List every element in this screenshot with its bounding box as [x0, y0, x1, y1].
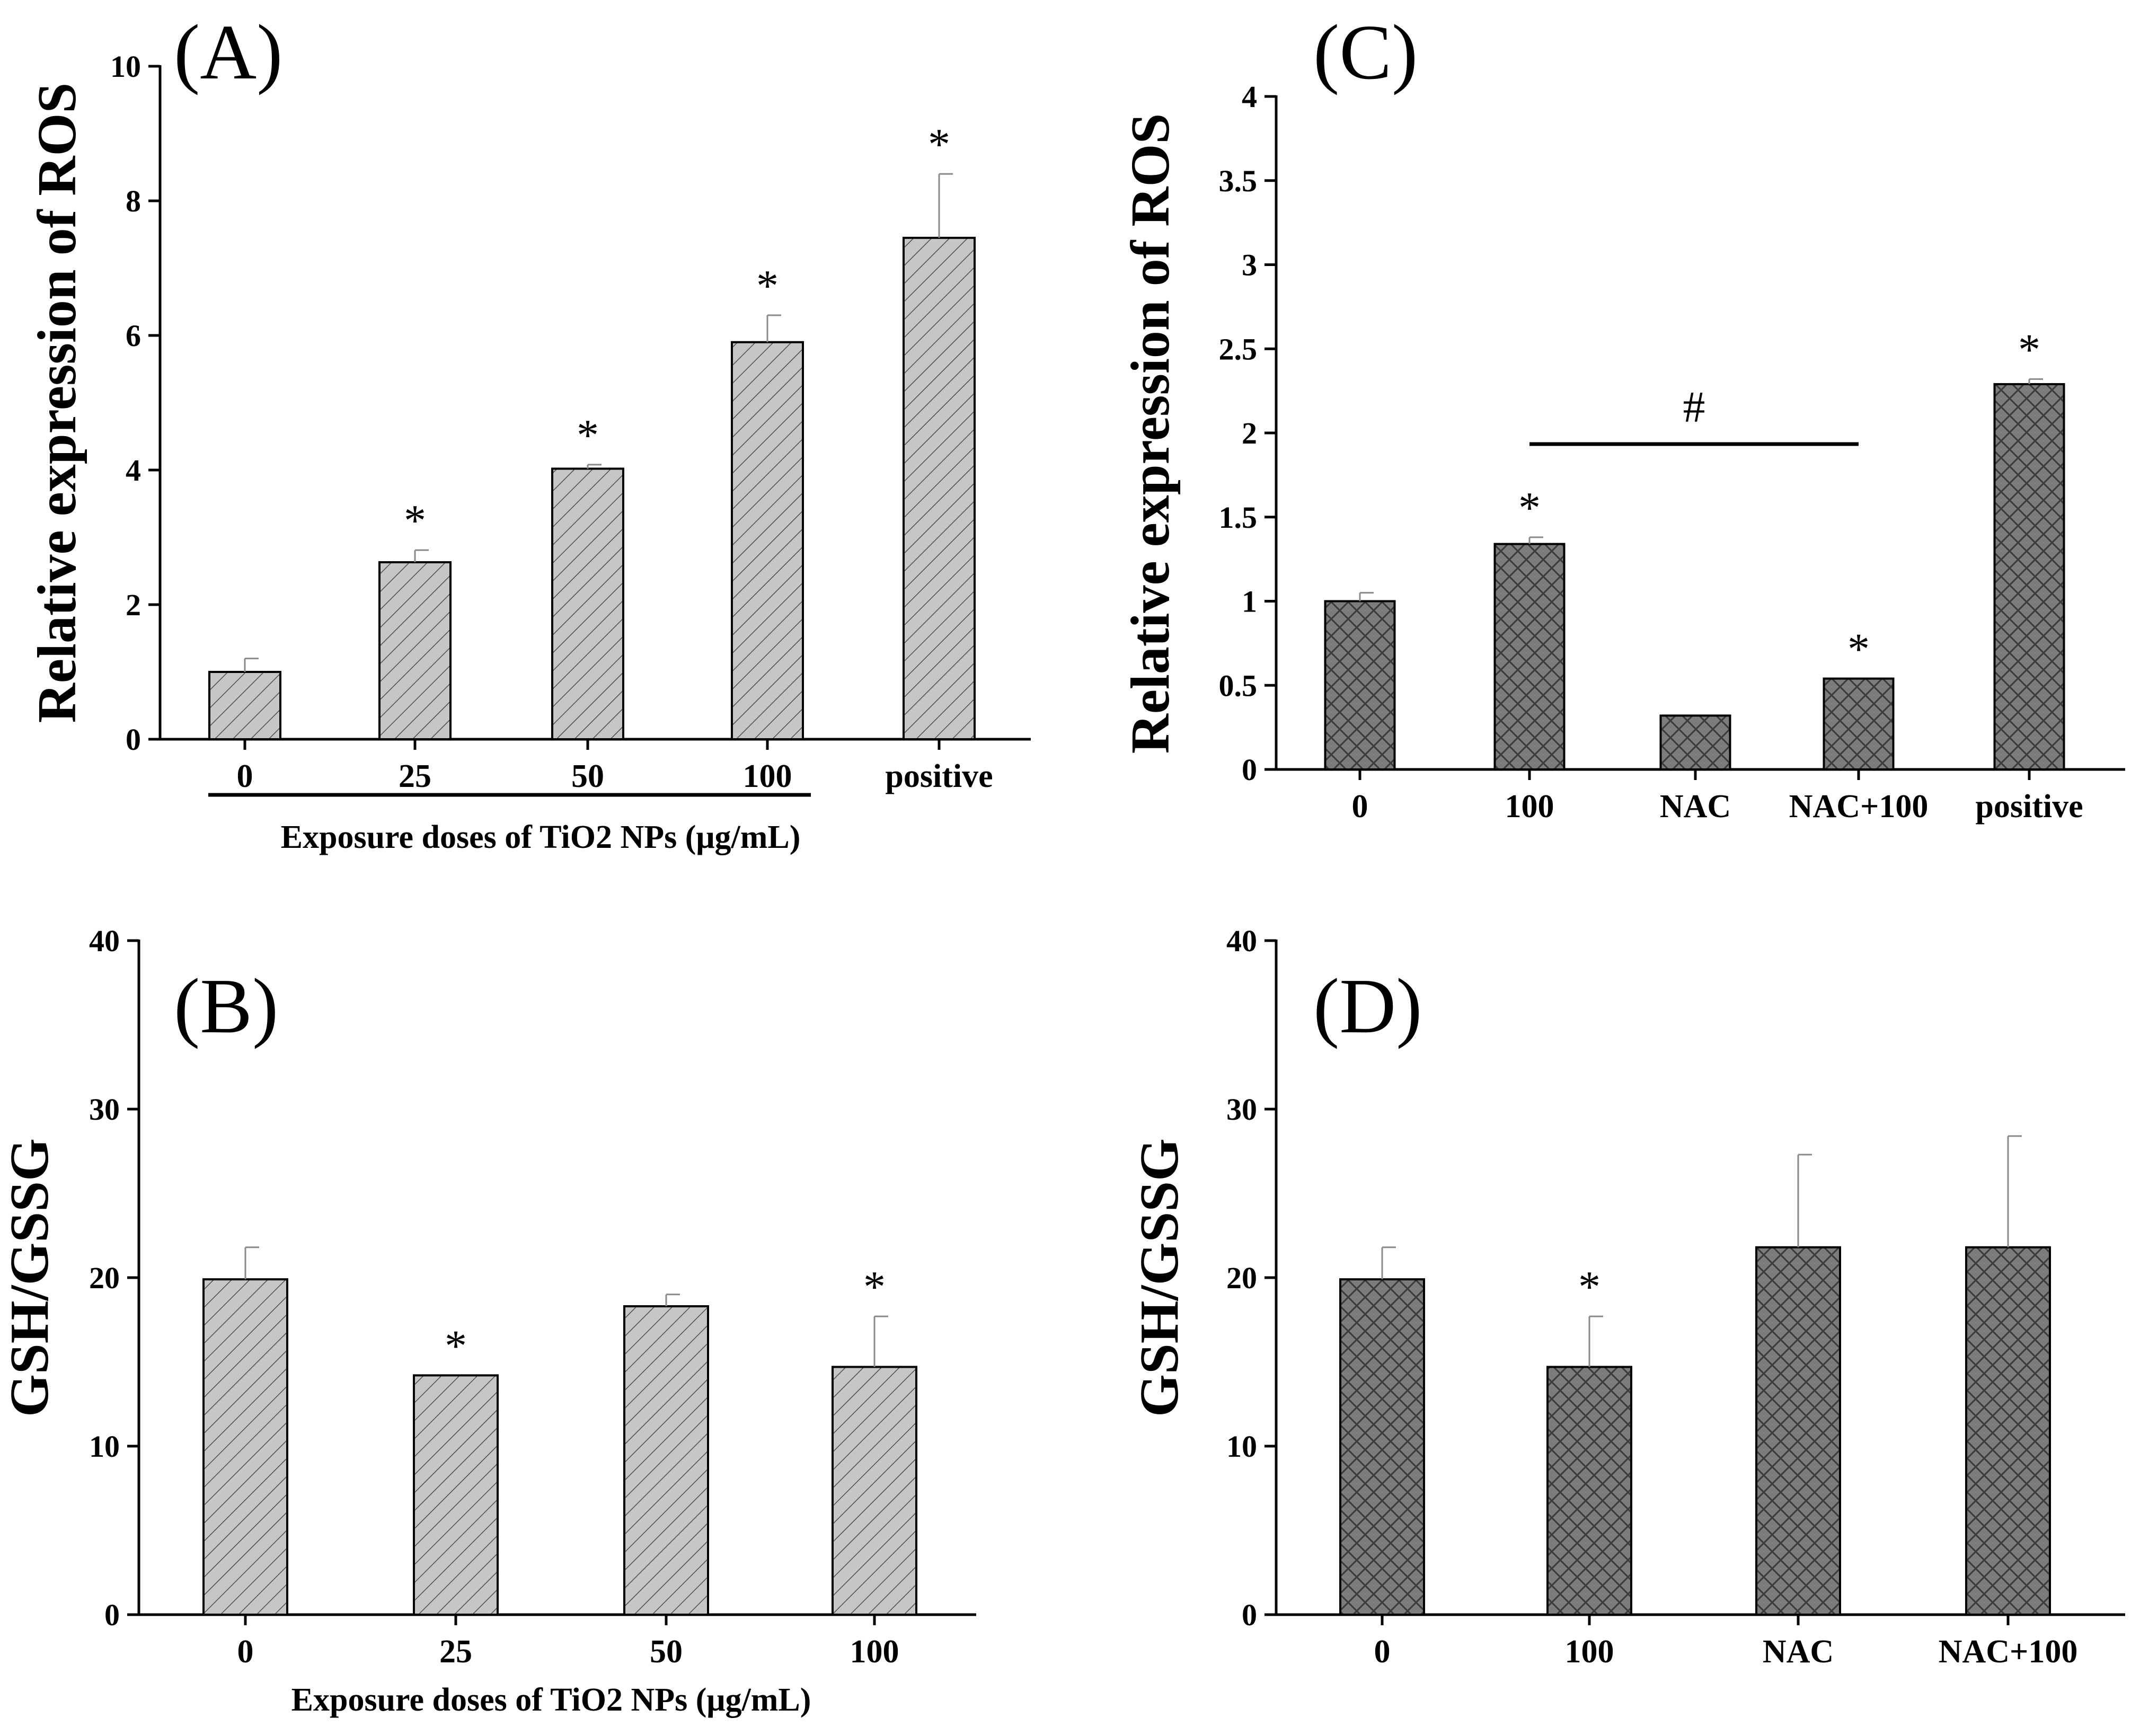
- y-tick-label: 20: [89, 1261, 120, 1295]
- x-tick-label: 0: [1352, 789, 1368, 825]
- x-tick-label: 100: [1505, 789, 1554, 825]
- y-tick-label: 10: [110, 49, 141, 84]
- y-tick-label: 2: [1242, 416, 1257, 450]
- bar: [1755, 1246, 1841, 1616]
- x-tick-label: NAC+100: [1789, 789, 1929, 825]
- bar: [1493, 543, 1566, 771]
- y-tick-label: 10: [89, 1429, 120, 1464]
- bar: [413, 1374, 499, 1616]
- significance-star: *: [1847, 625, 1870, 674]
- y-axis-label: Relative expression of ROS: [1120, 113, 1181, 754]
- x-axis-label: Exposure doses of TiO2 NPs (μg/mL): [281, 819, 801, 855]
- y-tick-label: 0: [1242, 752, 1257, 787]
- x-tick-label: 0: [237, 758, 253, 794]
- bar: [378, 561, 452, 740]
- x-tick-label: NAC: [1763, 1634, 1834, 1670]
- x-tick-label: 50: [650, 1634, 683, 1670]
- y-tick-label: 40: [1226, 924, 1257, 958]
- chart-panel-2: (B) GSH/GSSG 0 10 20 30 40 0 25 * 50 100 * Exposure d…: [0, 924, 976, 1718]
- bar: [1339, 1278, 1425, 1616]
- x-tick-label: positive: [885, 758, 993, 794]
- y-tick-label: 3.5: [1219, 164, 1258, 198]
- y-tick-label: 0.5: [1219, 668, 1258, 703]
- significance-star: *: [404, 496, 426, 545]
- y-tick-label: 10: [1226, 1429, 1257, 1464]
- panel-letter: (C): [1313, 9, 1418, 96]
- x-tick-label: 100: [1565, 1634, 1614, 1670]
- significance-star: *: [928, 120, 950, 169]
- bar: [1659, 714, 1731, 771]
- x-tick-label: 25: [439, 1634, 472, 1670]
- chart-panel-3: (C) Relative expression of ROS 0 0.5 1 1.5 2 2.…: [1120, 9, 2125, 825]
- panel-letter: (D): [1313, 963, 1422, 1050]
- y-tick-label: 1.5: [1219, 500, 1258, 535]
- x-tick-label: 0: [1374, 1634, 1391, 1670]
- x-tick-label: 50: [571, 758, 604, 794]
- bar: [1993, 383, 2065, 770]
- y-tick-label: 2.5: [1219, 332, 1258, 366]
- y-tick-label: 8: [126, 184, 141, 218]
- y-tick-label: 1: [1242, 584, 1257, 619]
- significance-star: *: [1518, 483, 1541, 533]
- y-tick-label: 30: [1226, 1092, 1257, 1127]
- y-tick-label: 20: [1226, 1261, 1257, 1295]
- significance-star: *: [756, 261, 779, 311]
- significance-star: *: [445, 1321, 467, 1370]
- y-axis-label: GSH/GSSG: [0, 1138, 60, 1417]
- bar: [1823, 677, 1895, 771]
- significance-star: *: [863, 1262, 886, 1312]
- bar: [1965, 1246, 2051, 1616]
- x-tick-label: 0: [237, 1634, 254, 1670]
- y-tick-label: 30: [89, 1092, 120, 1127]
- x-tick-label: positive: [1975, 789, 2083, 825]
- bar: [832, 1366, 917, 1616]
- significance-star: *: [2018, 325, 2040, 374]
- panel-letter: (A): [174, 9, 282, 96]
- bar: [903, 236, 976, 741]
- x-tick-label: 25: [399, 758, 431, 794]
- bar: [208, 671, 281, 740]
- bar: [623, 1305, 709, 1616]
- y-tick-label: 40: [89, 924, 120, 958]
- x-tick-label: NAC: [1660, 789, 1731, 825]
- bar: [1546, 1366, 1632, 1616]
- chart-panel-4: (D) GSH/GSSG 0 10 20 30 40 0 100 * NAC NAC+100: [1129, 924, 2125, 1670]
- bar: [1324, 600, 1396, 770]
- x-tick-label: 100: [850, 1634, 899, 1670]
- y-tick-label: 3: [1242, 248, 1257, 282]
- panel-letter: (B): [174, 963, 278, 1050]
- y-tick-label: 4: [126, 453, 141, 488]
- significance-star: *: [1578, 1262, 1601, 1312]
- significance-star: *: [577, 411, 599, 460]
- y-axis-label: GSH/GSSG: [1129, 1138, 1190, 1417]
- x-tick-label: 100: [743, 758, 792, 794]
- y-tick-label: 0: [126, 722, 141, 757]
- y-tick-label: 0: [104, 1598, 120, 1632]
- comparison-mark: #: [1683, 383, 1705, 432]
- y-axis-label: Relative expression of ROS: [26, 83, 87, 723]
- bar: [551, 467, 624, 741]
- y-tick-label: 6: [126, 318, 141, 353]
- bar: [202, 1278, 288, 1616]
- x-tick-label: NAC+100: [1939, 1634, 2078, 1670]
- y-tick-label: 4: [1242, 79, 1257, 114]
- x-axis-label: Exposure doses of TiO2 NPs (μg/mL): [291, 1682, 811, 1718]
- y-tick-label: 0: [1242, 1598, 1257, 1632]
- y-tick-label: 2: [126, 588, 141, 622]
- bar: [731, 341, 804, 740]
